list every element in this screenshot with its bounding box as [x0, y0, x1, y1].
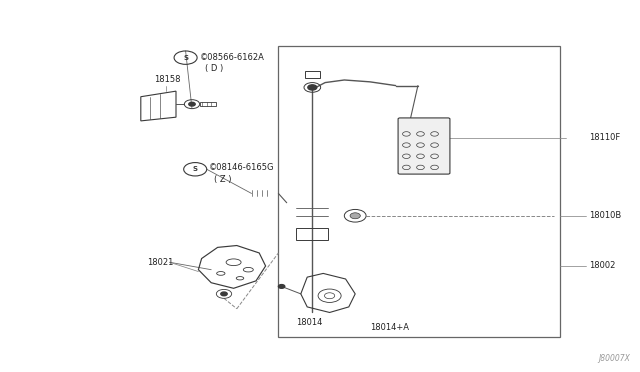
Text: J80007X: J80007X [598, 354, 630, 363]
Text: 18110F: 18110F [589, 134, 620, 142]
Text: 18014+A: 18014+A [370, 323, 409, 332]
Bar [278, 46, 560, 337]
Text: 18021: 18021 [147, 258, 173, 267]
Text: S: S [193, 166, 198, 172]
Text: 18014: 18014 [296, 318, 323, 327]
Text: 18010B: 18010B [589, 211, 621, 220]
Bar [296, 228, 328, 240]
Bar [305, 71, 320, 78]
Text: ( Z ): ( Z ) [214, 175, 232, 184]
Circle shape [350, 213, 360, 219]
Circle shape [221, 292, 227, 296]
Text: ©08566-6162A: ©08566-6162A [200, 53, 264, 62]
Text: 18002: 18002 [589, 262, 615, 270]
FancyBboxPatch shape [398, 118, 450, 174]
Text: 18158: 18158 [154, 76, 180, 84]
Text: ( D ): ( D ) [205, 64, 223, 73]
Bar [200, 102, 216, 106]
Circle shape [278, 285, 285, 288]
Text: S: S [183, 55, 188, 61]
Text: ©08146-6165G: ©08146-6165G [209, 163, 275, 172]
Circle shape [189, 102, 195, 106]
Circle shape [308, 85, 317, 90]
